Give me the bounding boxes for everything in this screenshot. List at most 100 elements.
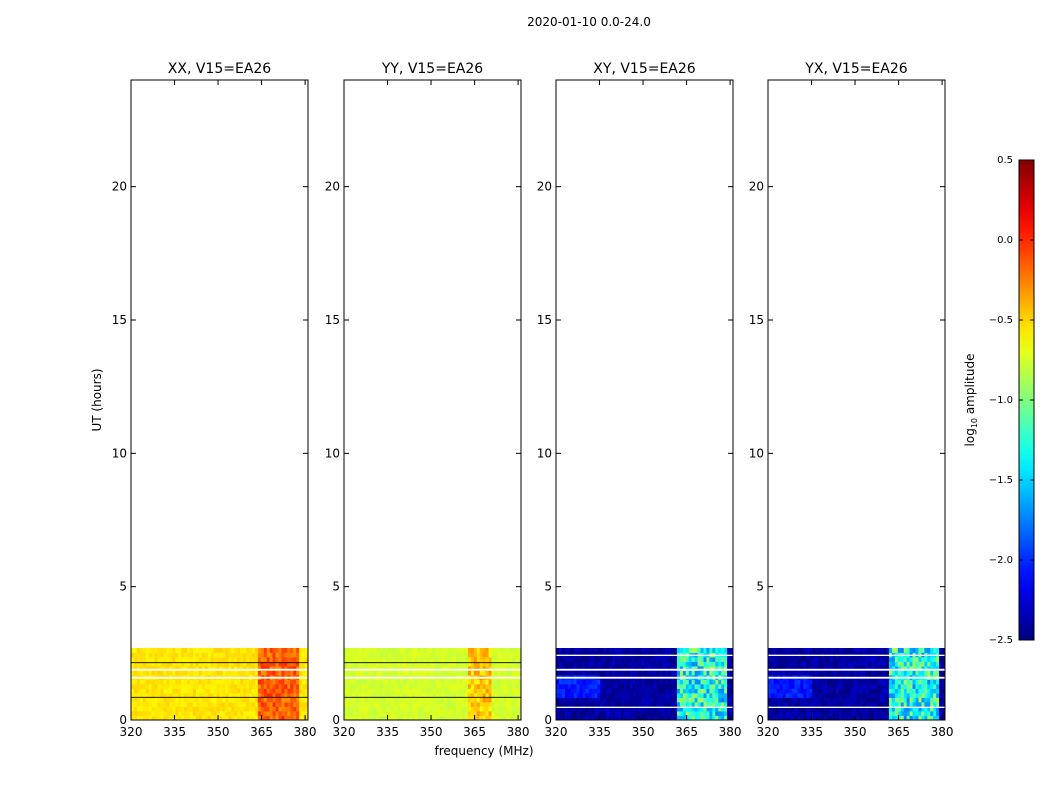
heatmap-cell — [187, 715, 191, 721]
heatmap-cell — [512, 711, 516, 716]
heatmap-cell — [432, 688, 436, 694]
heatmap-cell — [676, 679, 681, 685]
heatmap-cell — [724, 697, 728, 703]
heatmap-cell — [145, 697, 150, 703]
heatmap-cell — [198, 693, 203, 698]
heatmap-cell — [709, 666, 713, 671]
heatmap-cell — [859, 684, 863, 689]
heatmap-cell — [453, 652, 457, 658]
heatmap-cell — [877, 670, 881, 676]
heatmap-cell — [467, 684, 472, 689]
heatmap-cell — [272, 684, 276, 689]
heatmap-cell — [856, 715, 860, 721]
heatmap-cell — [773, 648, 778, 653]
heatmap-cell — [703, 711, 707, 716]
heatmap-cell — [376, 688, 380, 694]
heatmap-cell — [800, 670, 804, 676]
heatmap-cell — [674, 684, 678, 689]
heatmap-cell — [479, 657, 484, 662]
heatmap-cell — [827, 688, 831, 694]
heatmap-cell — [812, 684, 816, 689]
heatmap-cell — [606, 661, 610, 667]
heatmap-cell — [379, 684, 383, 689]
y-tick-label: 0 — [119, 713, 127, 727]
heatmap-cell — [679, 715, 684, 721]
heatmap-cell — [612, 684, 616, 689]
heatmap-cell — [169, 661, 173, 667]
heatmap-cell — [405, 661, 410, 667]
heatmap-cell — [216, 661, 220, 667]
heatmap-cell — [405, 688, 410, 694]
heatmap-cell — [370, 657, 374, 662]
heatmap-cell — [906, 666, 910, 671]
heatmap-cell — [644, 702, 648, 707]
heatmap-cell — [653, 661, 657, 667]
heatmap-cell — [444, 666, 448, 671]
heatmap-cell — [423, 648, 427, 653]
heatmap-cell — [405, 648, 410, 653]
heatmap-cell — [679, 670, 684, 676]
heatmap-cell — [921, 648, 925, 653]
heatmap-cell — [305, 706, 309, 712]
heatmap-cell — [382, 684, 386, 689]
heatmap-cell — [476, 715, 481, 721]
heatmap-cell — [782, 711, 787, 716]
heatmap-cell — [900, 684, 905, 689]
heatmap-cell — [131, 679, 135, 685]
heatmap-cell — [706, 666, 710, 671]
heatmap-cell — [515, 715, 519, 721]
heatmap-cell — [800, 657, 804, 662]
heatmap-cell — [441, 711, 445, 716]
heatmap-cell — [797, 702, 801, 707]
heatmap-cell — [426, 657, 430, 662]
heatmap-cell — [706, 715, 710, 721]
heatmap-cell — [237, 684, 241, 689]
heatmap-cell — [620, 670, 625, 676]
heatmap-cell — [727, 679, 731, 685]
heatmap-cell — [930, 648, 934, 653]
heatmap-cell — [344, 697, 348, 703]
heatmap-cell — [417, 652, 422, 658]
heatmap-cell — [485, 679, 489, 685]
heatmap-cell — [594, 679, 598, 685]
heatmap-cell — [302, 702, 306, 707]
heatmap-cell — [163, 697, 167, 703]
heatmap-cell — [385, 697, 389, 703]
heatmap-cell — [832, 661, 837, 667]
heatmap-cell — [355, 648, 360, 653]
heatmap-cell — [355, 652, 360, 658]
heatmap-cell — [668, 693, 672, 698]
heatmap-cell — [249, 652, 253, 658]
heatmap-cell — [794, 715, 798, 721]
heatmap-cell — [231, 706, 235, 712]
heatmap-cell — [700, 657, 704, 662]
heatmap-cell — [364, 702, 368, 707]
heatmap-cell — [266, 711, 271, 716]
heatmap-cell — [131, 711, 135, 716]
heatmap-cell — [175, 684, 179, 689]
heatmap-cell — [617, 666, 622, 671]
heatmap-cell — [485, 670, 489, 676]
heatmap-cell — [154, 706, 158, 712]
heatmap-cell — [821, 715, 825, 721]
heatmap-cell — [272, 697, 276, 703]
heatmap-cell — [779, 697, 784, 703]
heatmap-cell — [768, 666, 772, 671]
heatmap-cell — [385, 711, 389, 716]
heatmap-cell — [659, 657, 663, 662]
heatmap-cell — [441, 657, 445, 662]
heatmap-cell — [626, 715, 631, 721]
heatmap-cell — [597, 670, 601, 676]
heatmap-cell — [773, 666, 778, 671]
heatmap-cell — [915, 715, 919, 721]
heatmap-cell — [576, 706, 580, 712]
heatmap-cell — [632, 715, 637, 721]
heatmap-cell — [824, 670, 828, 676]
heatmap-cell — [139, 697, 144, 703]
heatmap-cell — [606, 684, 610, 689]
heatmap-cell — [829, 688, 834, 694]
heatmap-cell — [874, 679, 878, 685]
heatmap-cell — [888, 684, 893, 689]
heatmap-cell — [824, 661, 828, 667]
heatmap-cell — [344, 706, 348, 712]
